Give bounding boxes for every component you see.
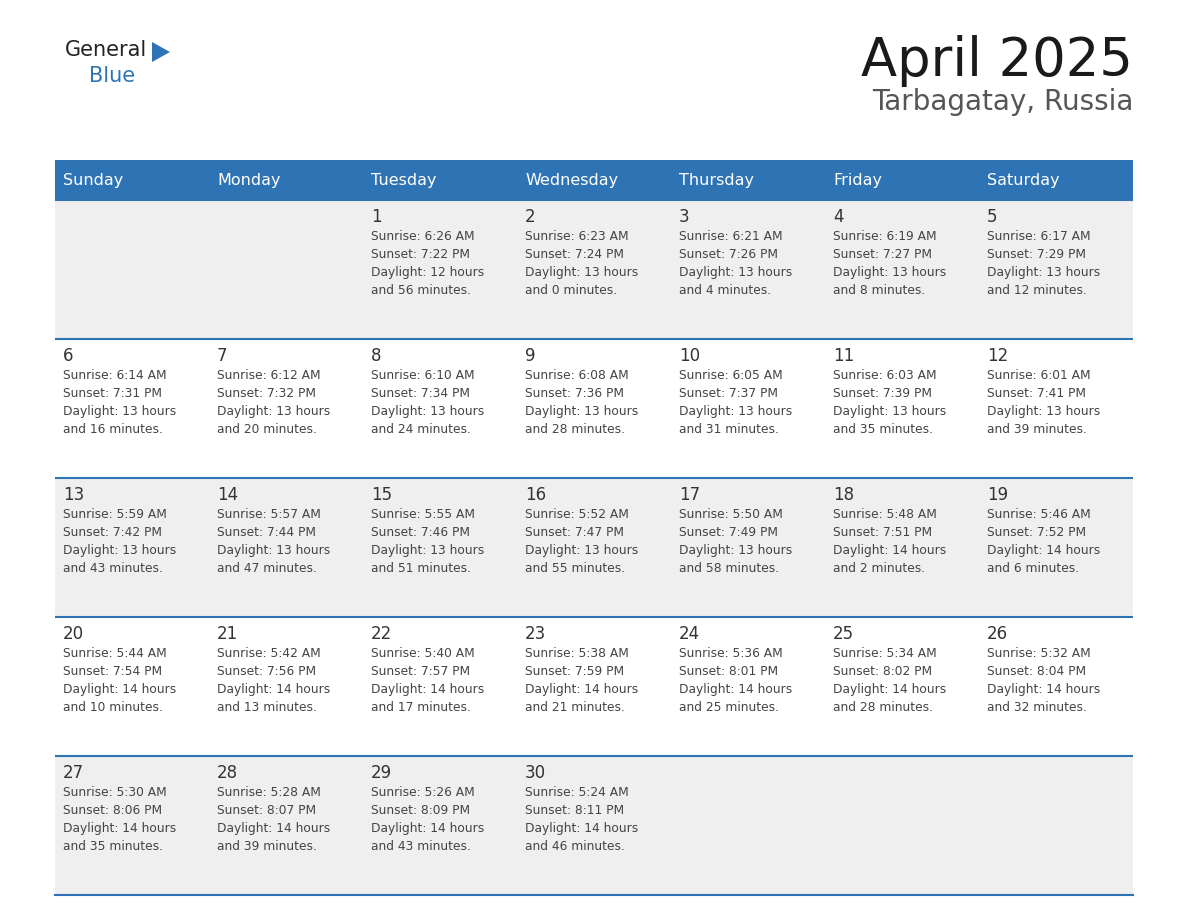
- Text: 4: 4: [833, 208, 843, 226]
- Text: Sunrise: 5:30 AM
Sunset: 8:06 PM
Daylight: 14 hours
and 35 minutes.: Sunrise: 5:30 AM Sunset: 8:06 PM Dayligh…: [63, 786, 176, 853]
- Text: 10: 10: [680, 347, 700, 365]
- Text: Sunrise: 5:55 AM
Sunset: 7:46 PM
Daylight: 13 hours
and 51 minutes.: Sunrise: 5:55 AM Sunset: 7:46 PM Dayligh…: [371, 508, 485, 575]
- Text: 7: 7: [217, 347, 227, 365]
- Text: 1: 1: [371, 208, 381, 226]
- Text: Blue: Blue: [89, 66, 135, 86]
- Text: Sunrise: 5:28 AM
Sunset: 8:07 PM
Daylight: 14 hours
and 39 minutes.: Sunrise: 5:28 AM Sunset: 8:07 PM Dayligh…: [217, 786, 330, 853]
- Text: Sunrise: 6:17 AM
Sunset: 7:29 PM
Daylight: 13 hours
and 12 minutes.: Sunrise: 6:17 AM Sunset: 7:29 PM Dayligh…: [987, 230, 1100, 297]
- Text: 13: 13: [63, 486, 84, 504]
- Text: Friday: Friday: [833, 173, 881, 187]
- Text: Sunrise: 5:59 AM
Sunset: 7:42 PM
Daylight: 13 hours
and 43 minutes.: Sunrise: 5:59 AM Sunset: 7:42 PM Dayligh…: [63, 508, 176, 575]
- Text: Sunrise: 5:50 AM
Sunset: 7:49 PM
Daylight: 13 hours
and 58 minutes.: Sunrise: 5:50 AM Sunset: 7:49 PM Dayligh…: [680, 508, 792, 575]
- Text: Tuesday: Tuesday: [371, 173, 436, 187]
- Text: Sunrise: 6:23 AM
Sunset: 7:24 PM
Daylight: 13 hours
and 0 minutes.: Sunrise: 6:23 AM Sunset: 7:24 PM Dayligh…: [525, 230, 638, 297]
- Text: Sunrise: 5:38 AM
Sunset: 7:59 PM
Daylight: 14 hours
and 21 minutes.: Sunrise: 5:38 AM Sunset: 7:59 PM Dayligh…: [525, 647, 638, 714]
- Text: 16: 16: [525, 486, 546, 504]
- Bar: [55, 756, 1133, 895]
- Text: Saturday: Saturday: [987, 173, 1060, 187]
- Text: General: General: [65, 40, 147, 60]
- Text: Sunrise: 6:05 AM
Sunset: 7:37 PM
Daylight: 13 hours
and 31 minutes.: Sunrise: 6:05 AM Sunset: 7:37 PM Dayligh…: [680, 369, 792, 436]
- Text: Sunrise: 5:44 AM
Sunset: 7:54 PM
Daylight: 14 hours
and 10 minutes.: Sunrise: 5:44 AM Sunset: 7:54 PM Dayligh…: [63, 647, 176, 714]
- Text: 25: 25: [833, 625, 854, 643]
- Text: Sunrise: 5:36 AM
Sunset: 8:01 PM
Daylight: 14 hours
and 25 minutes.: Sunrise: 5:36 AM Sunset: 8:01 PM Dayligh…: [680, 647, 792, 714]
- Text: Tarbagatay, Russia: Tarbagatay, Russia: [872, 88, 1133, 116]
- Bar: [55, 160, 1133, 200]
- Text: 6: 6: [63, 347, 74, 365]
- Text: 5: 5: [987, 208, 998, 226]
- Text: 12: 12: [987, 347, 1009, 365]
- Bar: [55, 478, 1133, 617]
- Text: 28: 28: [217, 764, 238, 782]
- Text: Sunrise: 5:32 AM
Sunset: 8:04 PM
Daylight: 14 hours
and 32 minutes.: Sunrise: 5:32 AM Sunset: 8:04 PM Dayligh…: [987, 647, 1100, 714]
- Text: 22: 22: [371, 625, 392, 643]
- Text: 18: 18: [833, 486, 854, 504]
- Text: 30: 30: [525, 764, 546, 782]
- Text: 2: 2: [525, 208, 536, 226]
- Text: 8: 8: [371, 347, 381, 365]
- Text: 20: 20: [63, 625, 84, 643]
- Text: Sunrise: 5:52 AM
Sunset: 7:47 PM
Daylight: 13 hours
and 55 minutes.: Sunrise: 5:52 AM Sunset: 7:47 PM Dayligh…: [525, 508, 638, 575]
- Text: Thursday: Thursday: [680, 173, 754, 187]
- Text: Sunrise: 5:42 AM
Sunset: 7:56 PM
Daylight: 14 hours
and 13 minutes.: Sunrise: 5:42 AM Sunset: 7:56 PM Dayligh…: [217, 647, 330, 714]
- Text: Sunrise: 5:26 AM
Sunset: 8:09 PM
Daylight: 14 hours
and 43 minutes.: Sunrise: 5:26 AM Sunset: 8:09 PM Dayligh…: [371, 786, 485, 853]
- Text: 29: 29: [371, 764, 392, 782]
- Text: Sunday: Sunday: [63, 173, 124, 187]
- Text: Sunrise: 5:57 AM
Sunset: 7:44 PM
Daylight: 13 hours
and 47 minutes.: Sunrise: 5:57 AM Sunset: 7:44 PM Dayligh…: [217, 508, 330, 575]
- Text: 14: 14: [217, 486, 238, 504]
- Text: 3: 3: [680, 208, 689, 226]
- Text: 26: 26: [987, 625, 1009, 643]
- Text: Wednesday: Wednesday: [525, 173, 618, 187]
- Text: Sunrise: 5:40 AM
Sunset: 7:57 PM
Daylight: 14 hours
and 17 minutes.: Sunrise: 5:40 AM Sunset: 7:57 PM Dayligh…: [371, 647, 485, 714]
- Text: 17: 17: [680, 486, 700, 504]
- Text: 21: 21: [217, 625, 239, 643]
- Text: Sunrise: 6:08 AM
Sunset: 7:36 PM
Daylight: 13 hours
and 28 minutes.: Sunrise: 6:08 AM Sunset: 7:36 PM Dayligh…: [525, 369, 638, 436]
- Text: Sunrise: 6:26 AM
Sunset: 7:22 PM
Daylight: 12 hours
and 56 minutes.: Sunrise: 6:26 AM Sunset: 7:22 PM Dayligh…: [371, 230, 485, 297]
- Text: Sunrise: 6:12 AM
Sunset: 7:32 PM
Daylight: 13 hours
and 20 minutes.: Sunrise: 6:12 AM Sunset: 7:32 PM Dayligh…: [217, 369, 330, 436]
- Text: 11: 11: [833, 347, 854, 365]
- Text: Sunrise: 5:46 AM
Sunset: 7:52 PM
Daylight: 14 hours
and 6 minutes.: Sunrise: 5:46 AM Sunset: 7:52 PM Dayligh…: [987, 508, 1100, 575]
- Bar: [55, 339, 1133, 478]
- Text: Sunrise: 6:03 AM
Sunset: 7:39 PM
Daylight: 13 hours
and 35 minutes.: Sunrise: 6:03 AM Sunset: 7:39 PM Dayligh…: [833, 369, 947, 436]
- Text: Sunrise: 5:24 AM
Sunset: 8:11 PM
Daylight: 14 hours
and 46 minutes.: Sunrise: 5:24 AM Sunset: 8:11 PM Dayligh…: [525, 786, 638, 853]
- Bar: [55, 617, 1133, 756]
- Text: 15: 15: [371, 486, 392, 504]
- Polygon shape: [152, 42, 170, 62]
- Text: 19: 19: [987, 486, 1009, 504]
- Bar: [55, 200, 1133, 339]
- Text: Sunrise: 6:21 AM
Sunset: 7:26 PM
Daylight: 13 hours
and 4 minutes.: Sunrise: 6:21 AM Sunset: 7:26 PM Dayligh…: [680, 230, 792, 297]
- Text: Sunrise: 6:01 AM
Sunset: 7:41 PM
Daylight: 13 hours
and 39 minutes.: Sunrise: 6:01 AM Sunset: 7:41 PM Dayligh…: [987, 369, 1100, 436]
- Text: April 2025: April 2025: [861, 35, 1133, 87]
- Text: 9: 9: [525, 347, 536, 365]
- Text: Sunrise: 6:19 AM
Sunset: 7:27 PM
Daylight: 13 hours
and 8 minutes.: Sunrise: 6:19 AM Sunset: 7:27 PM Dayligh…: [833, 230, 947, 297]
- Text: 24: 24: [680, 625, 700, 643]
- Text: Sunrise: 6:10 AM
Sunset: 7:34 PM
Daylight: 13 hours
and 24 minutes.: Sunrise: 6:10 AM Sunset: 7:34 PM Dayligh…: [371, 369, 485, 436]
- Text: Sunrise: 5:48 AM
Sunset: 7:51 PM
Daylight: 14 hours
and 2 minutes.: Sunrise: 5:48 AM Sunset: 7:51 PM Dayligh…: [833, 508, 947, 575]
- Text: Sunrise: 6:14 AM
Sunset: 7:31 PM
Daylight: 13 hours
and 16 minutes.: Sunrise: 6:14 AM Sunset: 7:31 PM Dayligh…: [63, 369, 176, 436]
- Text: 27: 27: [63, 764, 84, 782]
- Text: Sunrise: 5:34 AM
Sunset: 8:02 PM
Daylight: 14 hours
and 28 minutes.: Sunrise: 5:34 AM Sunset: 8:02 PM Dayligh…: [833, 647, 947, 714]
- Text: 23: 23: [525, 625, 546, 643]
- Text: Monday: Monday: [217, 173, 280, 187]
